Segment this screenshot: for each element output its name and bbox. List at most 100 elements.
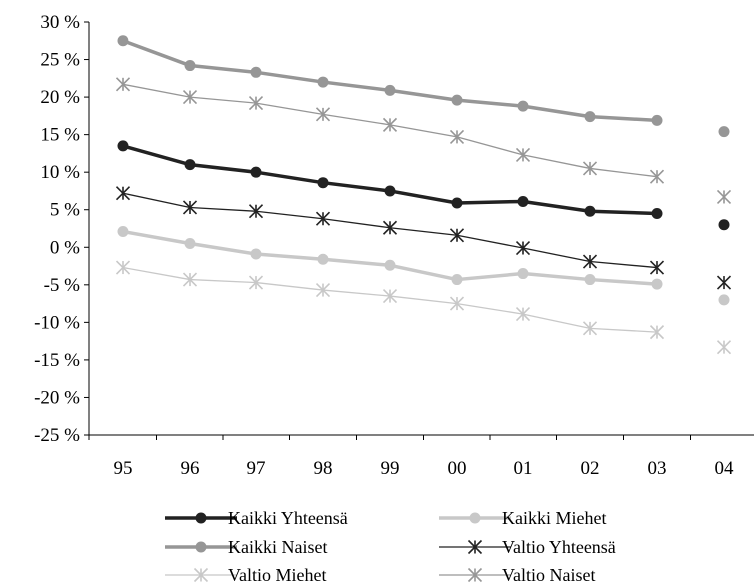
x-tick-label: 00 (448, 458, 467, 479)
data-point (315, 107, 331, 122)
data-point (649, 325, 665, 340)
legend-label: Kaikki Miehet (502, 508, 606, 528)
data-point (384, 185, 396, 197)
legend-item-1: Kaikki Miehet (439, 508, 606, 528)
data-point (582, 254, 598, 269)
data-point (384, 259, 396, 271)
data-point (315, 283, 331, 298)
data-point (449, 228, 465, 243)
series-0 (117, 140, 730, 231)
legend-label: Valtio Naiset (502, 565, 595, 583)
data-point (451, 197, 463, 209)
legend-label: Valtio Miehet (228, 565, 326, 583)
data-point (115, 186, 131, 201)
data-point (317, 76, 329, 88)
data-point (449, 129, 465, 144)
y-tick-label: 0 % (50, 237, 80, 258)
legend-label: Kaikki Yhteensä (228, 508, 348, 528)
data-point (382, 220, 398, 235)
data-point (449, 296, 465, 311)
y-tick-label: -5 % (44, 275, 81, 296)
data-point (515, 307, 531, 322)
data-point (517, 195, 529, 207)
series-line (121, 144, 659, 216)
series-5 (115, 77, 732, 205)
data-point (115, 77, 131, 92)
legend-marker (469, 512, 481, 524)
data-point (382, 289, 398, 304)
y-tick-label: 25 % (40, 50, 80, 71)
data-point (182, 200, 198, 215)
y-tick-label: -20 % (34, 387, 80, 408)
data-point (317, 177, 329, 189)
data-point (718, 294, 730, 306)
y-tick-label: -10 % (34, 312, 80, 333)
legend-label: Kaikki Naiset (228, 537, 327, 557)
data-point (718, 126, 730, 138)
chart-series (115, 35, 732, 355)
y-tick-label: 5 % (50, 200, 80, 221)
series-2 (117, 35, 730, 138)
y-tick-label: -15 % (34, 350, 80, 371)
x-tick-label: 02 (581, 458, 600, 479)
data-point (250, 66, 262, 78)
data-point (182, 90, 198, 105)
data-point (117, 226, 129, 238)
data-point (250, 166, 262, 178)
legend-item-4: Valtio Miehet (165, 565, 326, 583)
data-point (248, 96, 264, 111)
x-tick-label: 96 (181, 458, 200, 479)
data-point (515, 240, 531, 256)
data-point (315, 211, 331, 226)
legend-item-5: Valtio Naiset (439, 565, 595, 583)
data-point (184, 159, 196, 171)
chart-legend: Kaikki Yhteensä Kaikki Miehet Kaikki Naise… (165, 508, 616, 583)
data-point (184, 238, 196, 250)
data-point (716, 275, 732, 290)
y-tick-label: -25 % (34, 425, 80, 446)
data-point (115, 260, 131, 275)
series-1 (117, 226, 730, 306)
data-point (582, 161, 598, 176)
legend-item-2: Kaikki Naiset (165, 537, 327, 557)
data-point (382, 117, 398, 132)
legend-marker (467, 567, 483, 583)
data-point (649, 260, 665, 275)
data-point (451, 94, 463, 106)
series-line (121, 39, 659, 123)
data-point (248, 204, 264, 219)
y-tick-label: 20 % (40, 87, 80, 108)
data-point (517, 268, 529, 280)
data-point (651, 114, 663, 126)
data-point (117, 140, 129, 152)
data-point (716, 189, 732, 205)
legend-marker (195, 512, 207, 524)
data-point (716, 340, 732, 355)
data-point (584, 205, 596, 217)
data-point (584, 274, 596, 286)
legend-item-3: Valtio Yhteensä (439, 537, 616, 557)
data-point (515, 147, 531, 162)
data-point (317, 253, 329, 265)
data-point (451, 274, 463, 286)
legend-marker (193, 567, 209, 583)
data-point (384, 84, 396, 96)
x-tick-label: 97 (247, 458, 266, 479)
legend-item-0: Kaikki Yhteensä (165, 508, 348, 528)
data-point (584, 111, 596, 123)
x-tick-label: 99 (381, 458, 400, 479)
data-point (182, 272, 198, 287)
y-tick-label: 30 % (40, 12, 80, 33)
x-tick-label: 04 (715, 458, 735, 479)
series-4 (115, 260, 732, 355)
x-tick-label: 95 (114, 458, 133, 479)
data-point (718, 219, 730, 231)
y-tick-label: 10 % (40, 162, 80, 183)
series-3 (115, 186, 732, 290)
x-tick-label: 98 (314, 458, 333, 479)
legend-marker (195, 541, 207, 553)
data-point (651, 207, 663, 219)
series-line (121, 229, 659, 286)
chart-axes: 30 % 25 % 20 % 15 % 10 % 5 % 0 % -5 % -10 % -15 %… (34, 12, 754, 479)
